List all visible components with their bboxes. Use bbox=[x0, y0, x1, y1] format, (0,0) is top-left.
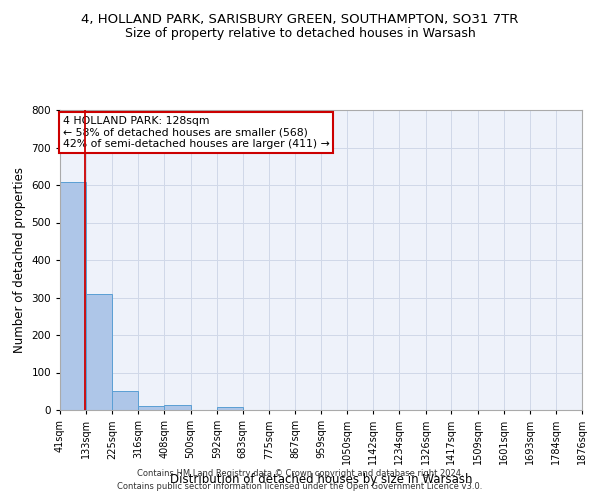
Text: 4 HOLLAND PARK: 128sqm
← 58% of detached houses are smaller (568)
42% of semi-de: 4 HOLLAND PARK: 128sqm ← 58% of detached… bbox=[62, 116, 329, 149]
Text: Contains public sector information licensed under the Open Government Licence v3: Contains public sector information licen… bbox=[118, 482, 482, 491]
Bar bbox=[138, 406, 164, 410]
Bar bbox=[112, 391, 138, 410]
Text: Size of property relative to detached houses in Warsash: Size of property relative to detached ho… bbox=[125, 28, 475, 40]
Bar bbox=[164, 405, 191, 410]
Bar bbox=[60, 182, 86, 410]
Bar bbox=[217, 407, 242, 410]
Bar bbox=[86, 294, 112, 410]
Y-axis label: Number of detached properties: Number of detached properties bbox=[13, 167, 26, 353]
Text: Contains HM Land Registry data © Crown copyright and database right 2024.: Contains HM Land Registry data © Crown c… bbox=[137, 468, 463, 477]
Text: 4, HOLLAND PARK, SARISBURY GREEN, SOUTHAMPTON, SO31 7TR: 4, HOLLAND PARK, SARISBURY GREEN, SOUTHA… bbox=[82, 12, 518, 26]
X-axis label: Distribution of detached houses by size in Warsash: Distribution of detached houses by size … bbox=[170, 472, 472, 486]
